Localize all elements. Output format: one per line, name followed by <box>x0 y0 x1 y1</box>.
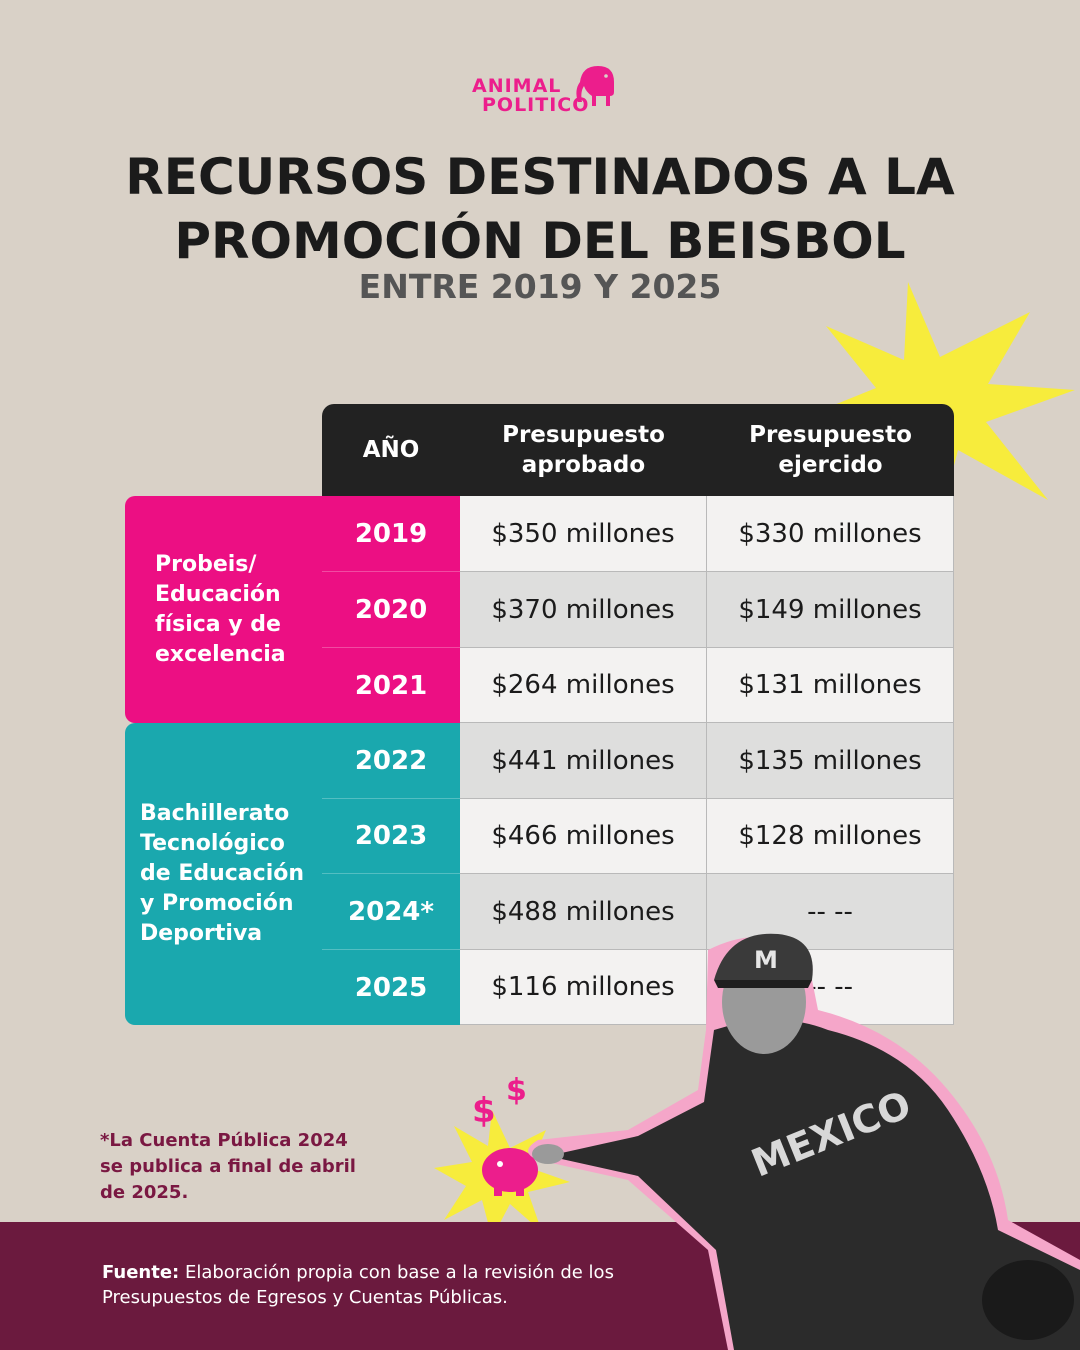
elephant-icon <box>576 66 614 106</box>
year-cell: 2020 <box>322 572 460 648</box>
brand-line-2: POLITICO <box>482 94 590 116</box>
header-spent: Presupuesto ejercido <box>707 404 954 496</box>
year-cell: 2021 <box>322 648 460 723</box>
dollar-icon: $ <box>472 1091 496 1131</box>
header-spent-label: Presupuesto ejercido <box>749 422 912 478</box>
group-probeis: Probeis/ Educación física y de excelenci… <box>125 496 322 723</box>
spent-cell: -- -- <box>707 874 954 950</box>
year-cell: 2024* <box>322 874 460 950</box>
header-approved-label: Presupuesto aprobado <box>502 422 665 478</box>
spent-cell: $128 millones <box>707 799 954 874</box>
year-cell: 2019 <box>322 496 460 572</box>
header-year: AÑO <box>322 404 460 496</box>
source-label: Fuente: <box>102 1262 180 1283</box>
source-body: Elaboración propia con base a la revisió… <box>102 1262 614 1308</box>
spent-cell: $149 millones <box>707 572 954 648</box>
approved-cell: $264 millones <box>460 648 707 723</box>
approved-cell: $488 millones <box>460 874 707 950</box>
approved-cell: $370 millones <box>460 572 707 648</box>
cap-logo: M <box>754 946 778 974</box>
page-title-line-2: PROMOCIÓN DEL BEISBOL <box>174 212 906 270</box>
source-text: Fuente: Elaboración propia con base a la… <box>102 1260 662 1310</box>
dollar-icon: $ <box>506 1073 527 1108</box>
approved-cell: $441 millones <box>460 723 707 799</box>
approved-cell: $350 millones <box>460 496 707 572</box>
spent-cell: $131 millones <box>707 648 954 723</box>
group-probeis-label: Probeis/ Educación física y de excelenci… <box>155 551 286 667</box>
year-cell: 2022 <box>322 723 460 799</box>
brand-line-1: ANIMAL <box>472 75 562 97</box>
group-bachillerato-label: Bachillerato Tecnológico de Educación y … <box>140 801 305 946</box>
footnote: *La Cuenta Pública 2024 se publica a fin… <box>100 1130 356 1203</box>
brand-logo: ANIMAL POLITICO <box>472 62 622 118</box>
page-subtitle: ENTRE 2019 Y 2025 <box>358 267 722 306</box>
page-title-line-1: RECURSOS DESTINADOS A LA <box>125 148 955 206</box>
starburst-decoration <box>792 282 1075 520</box>
person-photo: M MEXICO <box>528 933 1080 1350</box>
spent-cell: $135 millones <box>707 723 954 799</box>
header-approved: Presupuesto aprobado <box>460 404 707 496</box>
approved-cell: $116 millones <box>460 950 707 1025</box>
group-bachillerato: Bachillerato Tecnológico de Educación y … <box>125 723 322 1025</box>
year-cell: 2023 <box>322 799 460 874</box>
year-cell: 2025 <box>322 950 460 1025</box>
approved-cell: $466 millones <box>460 799 707 874</box>
spent-cell: $330 millones <box>707 496 954 572</box>
